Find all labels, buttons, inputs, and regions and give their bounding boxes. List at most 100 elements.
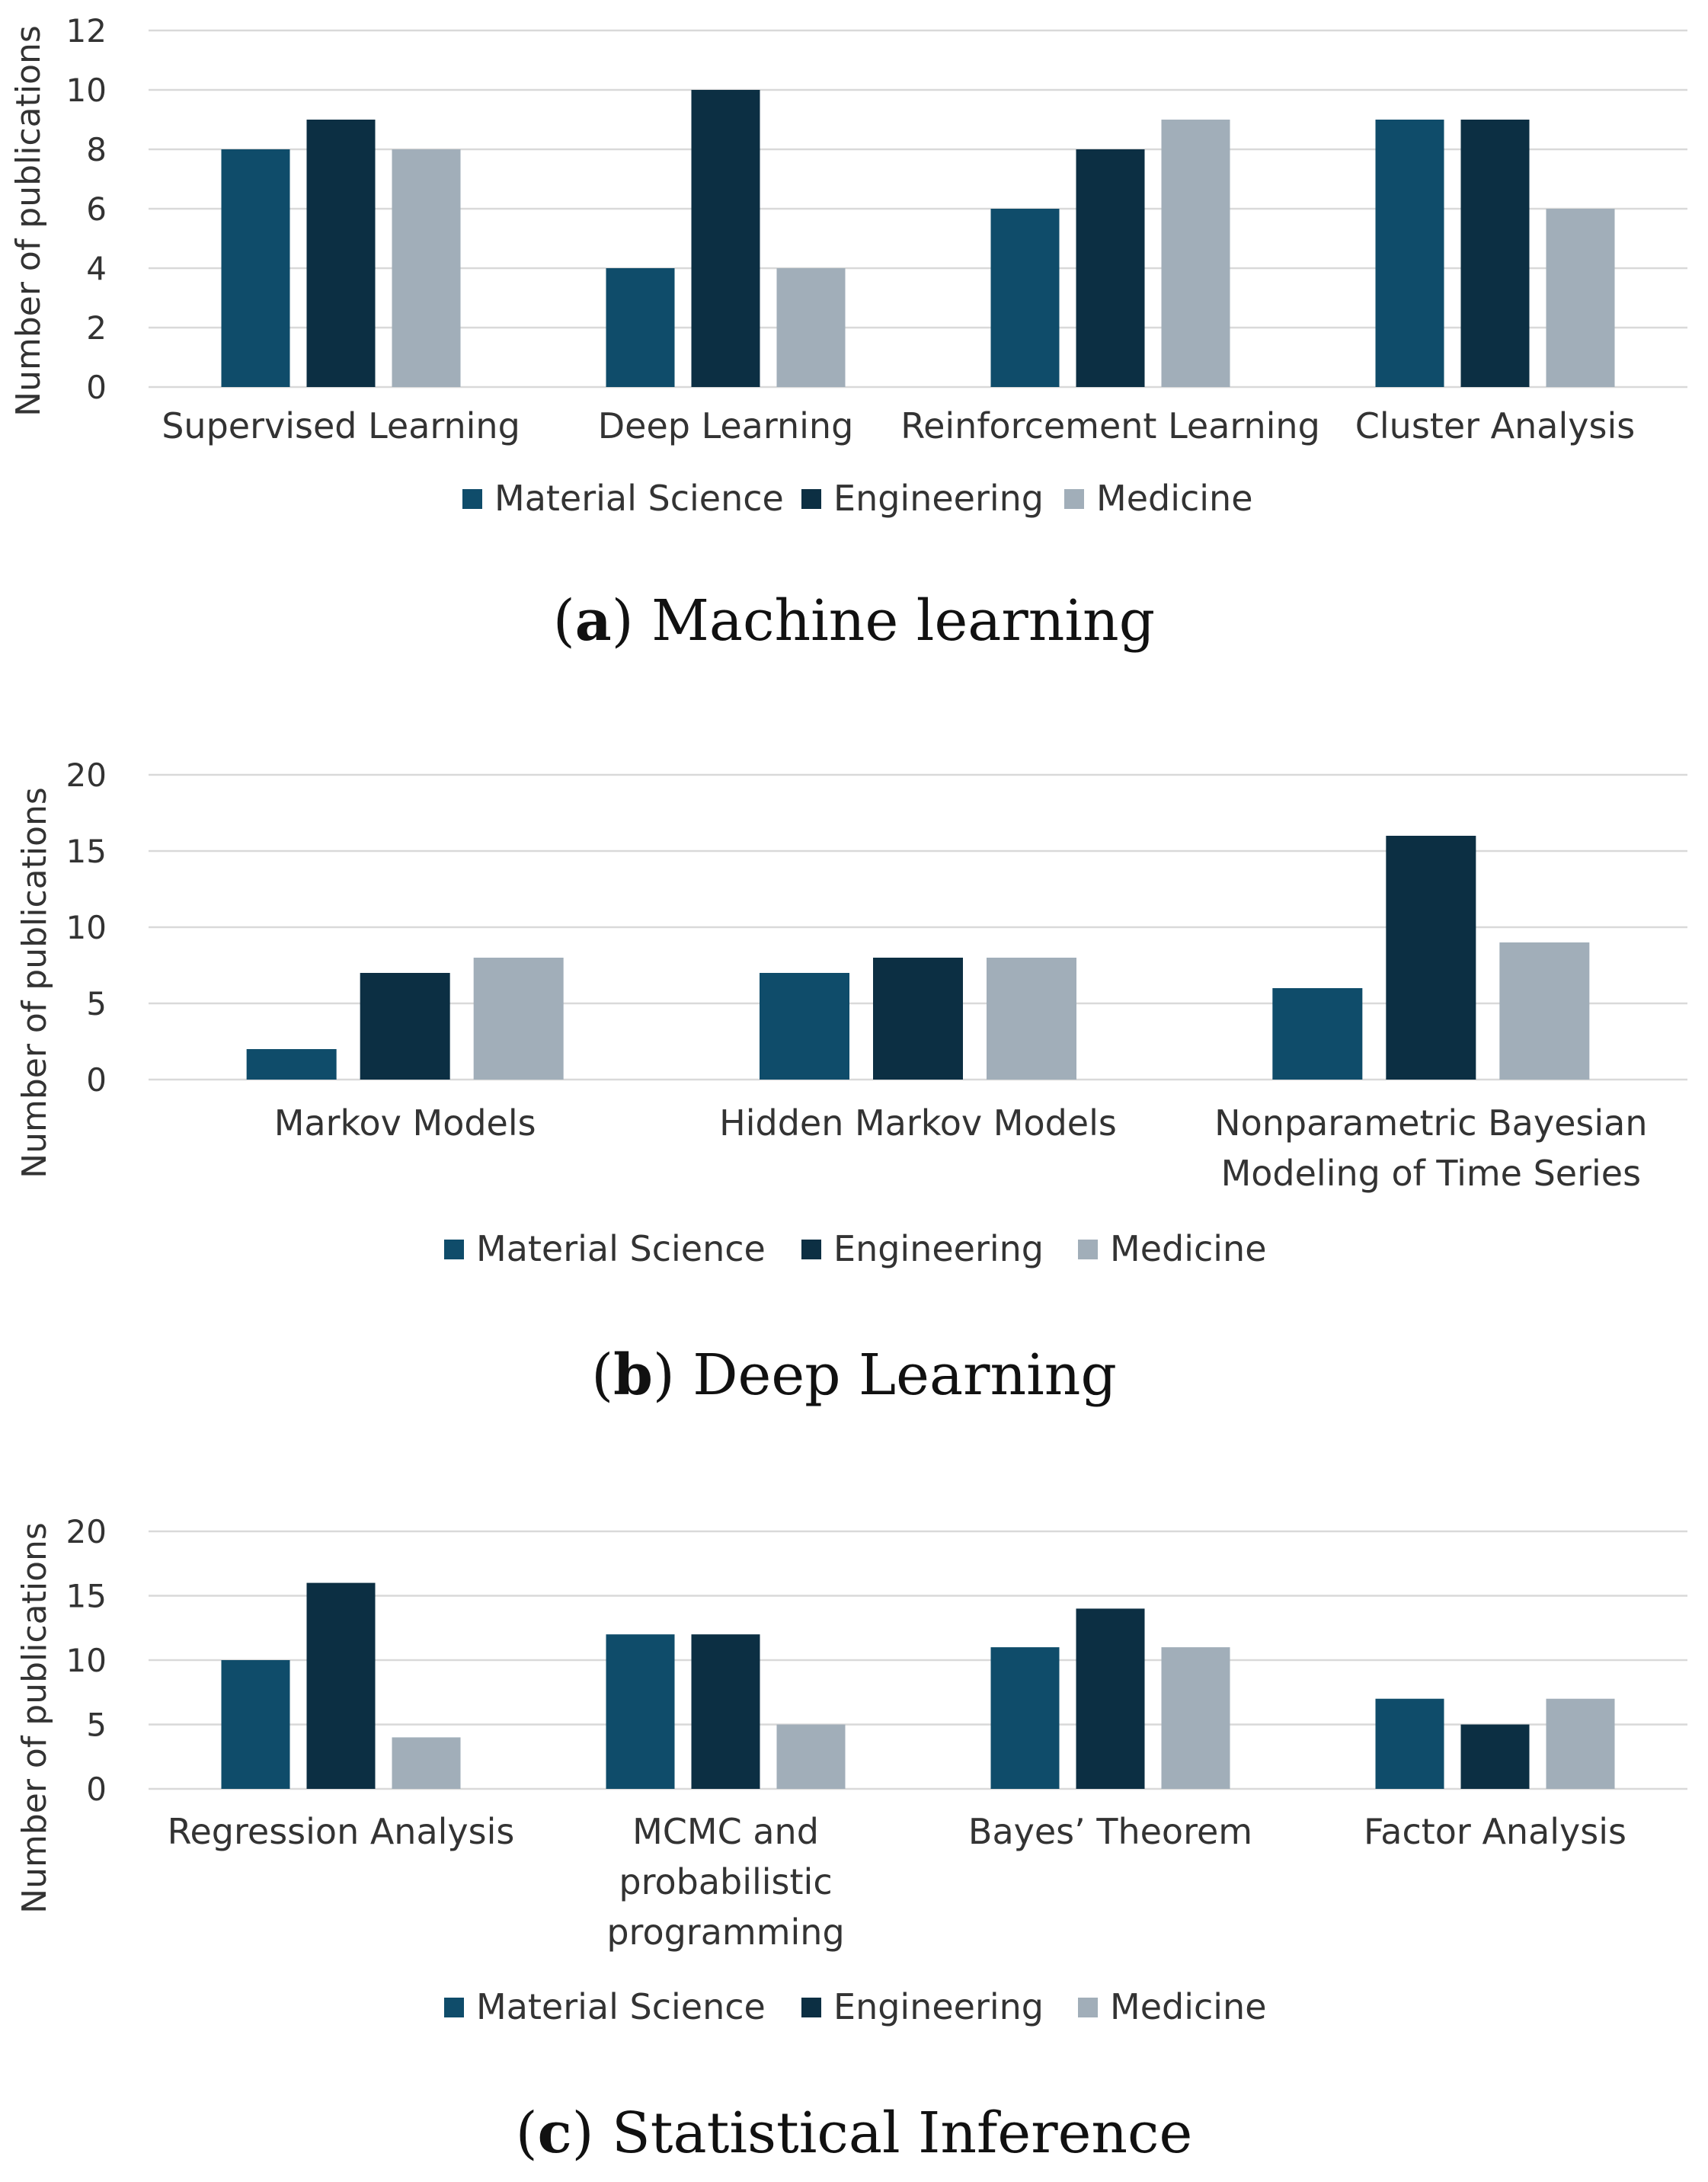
bar-material-science [606, 268, 675, 387]
y-axis-label: Number of publications [9, 25, 48, 417]
caption-paren-open: ( [516, 2100, 538, 2166]
y-tick-label: 15 [66, 1578, 107, 1615]
y-tick-label: 10 [66, 909, 107, 946]
category-label: Markov Models [274, 1102, 536, 1144]
category-label: Reinforcement Learning [900, 405, 1320, 446]
y-axis-label: Number of publications [15, 1522, 54, 1914]
bar-material-science [606, 1634, 675, 1789]
y-tick-label: 10 [66, 72, 107, 109]
bar-engineering [1460, 120, 1530, 387]
bar-material-science [221, 149, 290, 387]
bar-engineering [691, 90, 760, 387]
category-label: Cluster Analysis [1355, 405, 1635, 446]
bar-medicine [1161, 1647, 1230, 1789]
caption-panel-letter: b [613, 1342, 653, 1408]
bar-engineering [306, 1582, 376, 1789]
y-tick-label: 5 [86, 985, 107, 1022]
legend-label: Engineering [833, 478, 1044, 519]
bar-material-science [1375, 1698, 1444, 1789]
legend-swatch-medicine [1078, 1240, 1098, 1259]
y-axis-label: Number of publications [15, 787, 54, 1179]
bar-medicine [776, 268, 846, 387]
legend-label: Medicine [1096, 478, 1253, 519]
bar-material-science [221, 1660, 290, 1789]
caption-title: Deep Learning [692, 1342, 1117, 1408]
bar-medicine [1546, 1698, 1615, 1789]
legend-swatch-engineering [801, 489, 821, 509]
y-tick-label: 5 [86, 1707, 107, 1744]
bar-medicine [392, 1737, 461, 1789]
caption-title: Machine learning [651, 588, 1155, 654]
y-tick-label: 8 [86, 131, 107, 168]
category-label: MCMC and [632, 1811, 819, 1852]
legend-swatch-material-science [462, 489, 482, 509]
bar-engineering [306, 120, 376, 387]
y-tick-label: 20 [66, 757, 107, 794]
y-tick-label: 20 [66, 1513, 107, 1550]
y-tick-label: 10 [66, 1642, 107, 1679]
legend-swatch-medicine [1064, 489, 1084, 509]
bar-material-science [246, 1049, 337, 1080]
category-label: Deep Learning [598, 405, 854, 446]
category-label: Supervised Learning [162, 405, 520, 446]
legend-label: Engineering [833, 1228, 1044, 1269]
bar-engineering [1460, 1724, 1530, 1789]
legend-label: Material Science [494, 478, 784, 519]
bar-material-science [760, 973, 849, 1080]
bar-engineering [1076, 1608, 1145, 1789]
bar-medicine [392, 149, 461, 387]
chart-panel-b: 0 5 10 15 20 Number of publications Markov Mod… [15, 757, 1687, 1408]
bar-engineering [360, 973, 450, 1080]
panel-caption: (b) Deep Learning [591, 1342, 1117, 1408]
y-tick-label: 2 [86, 309, 107, 347]
category-label: probabilistic [619, 1861, 832, 1902]
bar-medicine [1546, 209, 1615, 387]
legend-label: Material Science [476, 1986, 766, 2027]
legend-swatch-engineering [801, 1998, 821, 2017]
category-label: Bayes’ Theorem [968, 1811, 1252, 1852]
caption-panel-letter: c [538, 2100, 572, 2166]
caption-paren-open: ( [591, 1342, 613, 1408]
legend-swatch-material-science [444, 1998, 464, 2017]
y-tick-label: 0 [86, 369, 107, 406]
bar-medicine [987, 958, 1076, 1080]
bar-engineering [873, 958, 963, 1080]
panel-caption: (a) Machine learning [553, 588, 1155, 654]
bar-engineering [1386, 836, 1476, 1080]
bar-medicine [1499, 942, 1590, 1080]
bar-material-science [990, 209, 1060, 387]
chart-panel-a: 0 2 4 6 8 10 12 Number of publications Supervise… [9, 12, 1687, 654]
y-tick-label: 0 [86, 1771, 107, 1808]
bar-engineering [691, 1634, 760, 1789]
legend-swatch-engineering [801, 1240, 821, 1259]
caption-panel-letter: a [575, 588, 612, 654]
y-tick-label: 12 [66, 12, 107, 50]
legend-label: Material Science [476, 1228, 766, 1269]
y-tick-label: 0 [86, 1061, 107, 1099]
category-label: Regression Analysis [168, 1811, 515, 1852]
legend-swatch-medicine [1078, 1998, 1098, 2017]
caption-paren-close: ) [612, 588, 651, 654]
bar-material-science [990, 1647, 1060, 1789]
bar-material-science [1272, 988, 1363, 1080]
caption-paren-close: ) [572, 2100, 612, 2166]
caption-paren-close: ) [653, 1342, 692, 1408]
bar-material-science [1375, 120, 1444, 387]
y-tick-label: 15 [66, 833, 107, 870]
category-label: Factor Analysis [1364, 1811, 1626, 1852]
legend-label: Engineering [833, 1986, 1044, 2027]
bar-engineering [1076, 149, 1145, 387]
y-tick-label: 6 [86, 190, 107, 228]
category-label: Hidden Markov Models [719, 1102, 1117, 1144]
category-label: Modeling of Time Series [1221, 1153, 1641, 1194]
bar-medicine [1161, 120, 1230, 387]
bar-medicine [473, 958, 564, 1080]
category-label: Nonparametric Bayesian [1214, 1102, 1647, 1144]
legend-label: Medicine [1110, 1986, 1267, 2027]
caption-title: Statistical Inference [612, 2100, 1192, 2166]
panel-caption: (c) Statistical Inference [516, 2100, 1193, 2166]
bar-medicine [776, 1724, 846, 1789]
y-tick-label: 4 [86, 250, 107, 287]
legend-label: Medicine [1110, 1228, 1267, 1269]
